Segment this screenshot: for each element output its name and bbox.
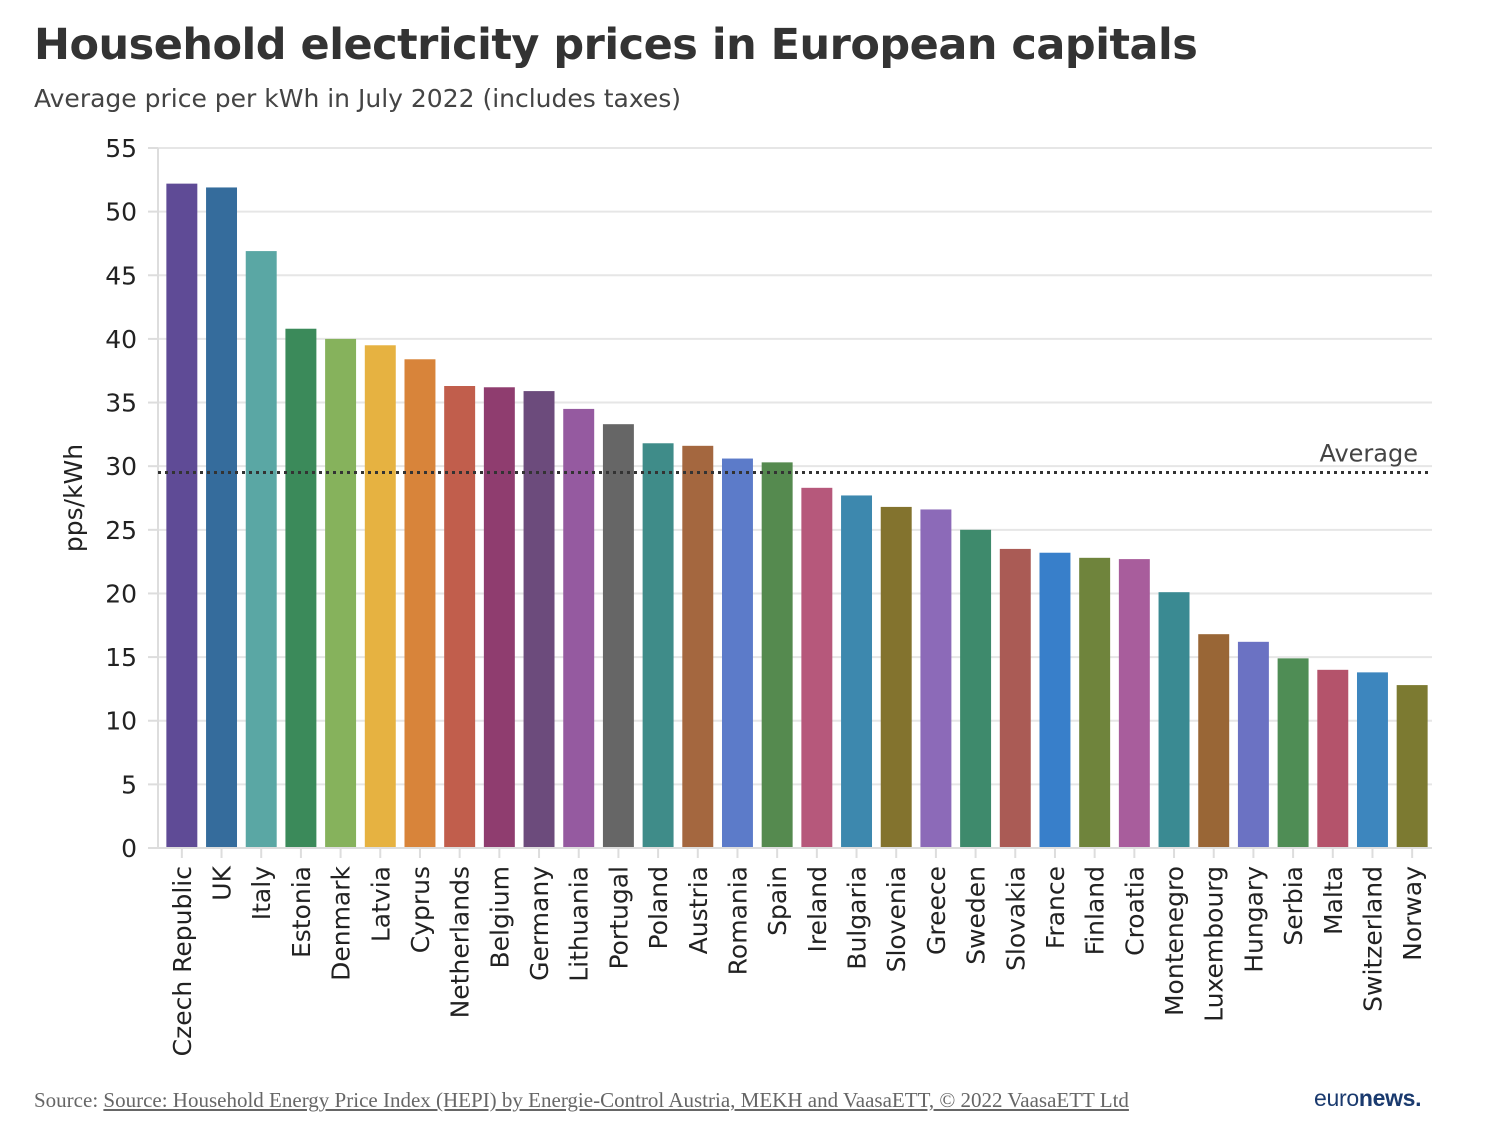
y-tick-label: 5 xyxy=(121,770,137,799)
source-link[interactable]: Source: Household Energy Price Index (HE… xyxy=(103,1088,1129,1112)
x-tick-label: Finland xyxy=(1081,866,1110,955)
y-tick-label: 55 xyxy=(105,134,137,163)
y-tick-label: 10 xyxy=(105,707,137,736)
bar-montenegro xyxy=(1158,592,1190,848)
bar-hungary xyxy=(1237,641,1269,848)
x-tick-label: Italy xyxy=(247,866,276,920)
x-tick-label: Sweden xyxy=(962,866,991,965)
x-tick-label: Czech Republic xyxy=(168,866,197,1056)
x-tick-label: Greece xyxy=(922,866,951,955)
x-tick-label: Romania xyxy=(723,866,752,975)
bar-italy xyxy=(245,251,277,848)
chart-subtitle: Average price per kWh in July 2022 (incl… xyxy=(34,84,682,113)
x-tick-label: Hungary xyxy=(1239,866,1268,973)
x-tick-label: Spain xyxy=(763,866,792,936)
x-tick-label: Norway xyxy=(1398,866,1427,961)
x-tick-label: Croatia xyxy=(1120,866,1149,956)
bar-slovenia xyxy=(880,506,912,848)
y-axis-label: pps/kWh xyxy=(59,444,88,552)
bar-germany xyxy=(523,391,555,848)
bar-uk xyxy=(206,187,238,849)
bar-cyprus xyxy=(404,359,436,848)
euronews-logo: euronews. xyxy=(1314,1085,1422,1112)
bar-france xyxy=(1039,552,1071,848)
bar-switzerland xyxy=(1356,672,1388,848)
x-tick-label: Latvia xyxy=(366,866,395,942)
source-prefix: Source: xyxy=(34,1088,99,1112)
y-tick-label: 50 xyxy=(105,198,137,227)
x-tick-label: Slovakia xyxy=(1001,866,1030,971)
bar-croatia xyxy=(1118,559,1150,848)
bar-latvia xyxy=(364,345,396,848)
y-tick-label: 45 xyxy=(105,261,137,290)
x-axis: Czech Republic UK Italy Estonia Denmark Latvi… xyxy=(158,847,1432,1056)
bar-serbia xyxy=(1277,658,1309,848)
x-tick-label: Estonia xyxy=(287,866,316,958)
x-tick-label: Switzerland xyxy=(1358,866,1387,1012)
logo-bold-text: news. xyxy=(1358,1085,1422,1111)
bar-czech-republic xyxy=(166,183,198,849)
bar-netherlands xyxy=(444,386,476,848)
y-tick-label: 0 xyxy=(121,834,137,863)
bar-luxembourg xyxy=(1198,634,1230,848)
x-tick-label: Germany xyxy=(525,866,554,981)
x-tick-label: Montenegro xyxy=(1160,866,1189,1016)
y-tick-label: 20 xyxy=(105,579,137,608)
x-tick-label: France xyxy=(1041,866,1070,949)
x-tick-label: Austria xyxy=(684,866,713,954)
bar-spain xyxy=(761,462,793,848)
bars xyxy=(166,183,1428,849)
x-tick-label: Poland xyxy=(644,866,673,949)
bar-greece xyxy=(920,509,952,848)
x-tick-label: Portugal xyxy=(604,866,633,970)
bar-lithuania xyxy=(563,408,595,848)
x-tick-label: Slovenia xyxy=(882,866,911,972)
x-tick-label: Belgium xyxy=(485,866,514,969)
y-tick-label: 25 xyxy=(105,516,137,545)
x-tick-label: Luxembourg xyxy=(1200,866,1229,1022)
y-axis: 0 5 10 15 20 25 30 35 40 45 50 55 xyxy=(105,134,159,863)
bar-poland xyxy=(642,443,674,848)
bar-bulgaria xyxy=(841,495,873,848)
bar-ireland xyxy=(801,487,833,848)
bar-malta xyxy=(1317,669,1349,848)
y-tick-label: 15 xyxy=(105,643,137,672)
bar-austria xyxy=(682,445,714,848)
x-tick-label: Ireland xyxy=(803,866,832,952)
x-tick-label: Denmark xyxy=(327,865,356,980)
source-note: Source: Source: Household Energy Price I… xyxy=(34,1088,1129,1113)
bar-estonia xyxy=(285,328,317,848)
y-tick-label: 35 xyxy=(105,389,137,418)
logo-light-text: euro xyxy=(1314,1085,1359,1111)
bar-finland xyxy=(1079,557,1111,848)
x-tick-label: Cyprus xyxy=(406,866,435,953)
bar-romania xyxy=(721,458,753,848)
x-tick-label: Netherlands xyxy=(446,866,475,1018)
x-tick-label: Lithuania xyxy=(565,866,594,982)
bar-portugal xyxy=(602,424,634,848)
bar-belgium xyxy=(483,387,515,848)
bar-norway xyxy=(1396,685,1428,848)
bar-slovakia xyxy=(999,548,1031,848)
y-tick-label: 40 xyxy=(105,325,137,354)
x-tick-label: Serbia xyxy=(1279,866,1308,946)
average-reference: Average xyxy=(158,440,1432,475)
bar-sweden xyxy=(960,529,992,848)
x-tick-label: Bulgaria xyxy=(843,866,872,970)
x-tick-label: Malta xyxy=(1319,866,1348,935)
chart-title: Household electricity prices in European… xyxy=(34,20,1198,70)
bar-denmark xyxy=(325,338,357,848)
x-tick-label: UK xyxy=(208,865,237,900)
y-tick-label: 30 xyxy=(105,452,137,481)
average-label: Average xyxy=(1319,440,1418,468)
